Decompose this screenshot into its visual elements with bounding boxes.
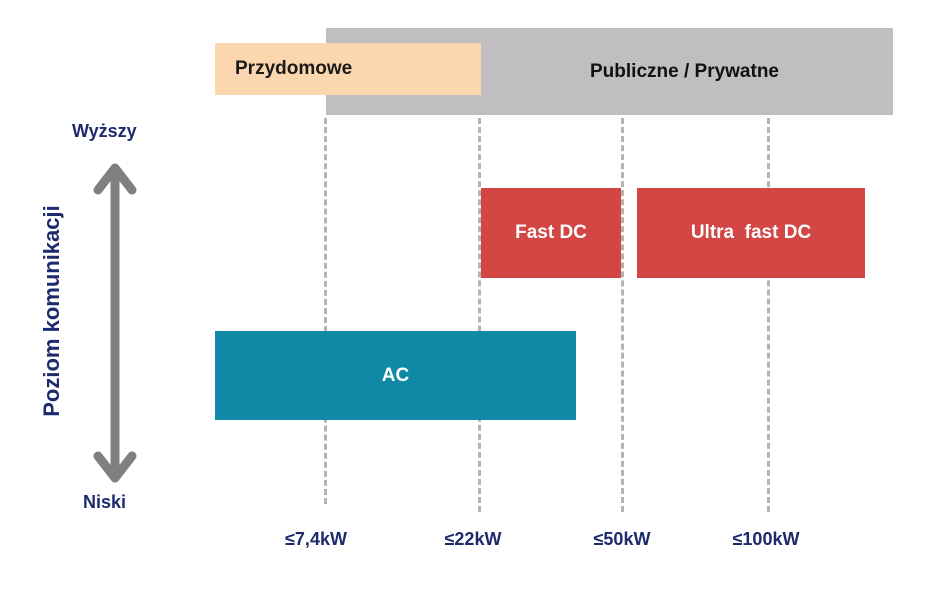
level-high-label: Wyższy — [72, 121, 137, 141]
ultra-fast-dc-label: Ultra fast DC — [690, 222, 812, 243]
ultra-fast-dc-block: Ultra fast DC — [637, 188, 865, 278]
home-band: Przydomowe — [215, 43, 481, 95]
power-level-4: ≤100kW — [732, 529, 800, 549]
power-level-1: ≤7,4kW — [285, 529, 347, 549]
home-label: Przydomowe — [235, 58, 353, 79]
fast-dc-block: Fast DC — [481, 188, 621, 278]
divider-line-22kw — [478, 118, 481, 512]
divider-line-50kw — [621, 118, 624, 512]
public-private-label: Publiczne / Prywatne — [590, 60, 779, 82]
divider-line-7kw — [324, 118, 327, 504]
axis-label: Poziom komunikacji — [39, 205, 64, 417]
divider-line-100kw — [767, 118, 770, 512]
double-arrow-icon — [93, 163, 137, 483]
ac-block: AC — [215, 331, 576, 420]
fast-dc-label: Fast DC — [515, 222, 587, 243]
level-low-label: Niski — [83, 492, 127, 512]
ac-label: AC — [381, 364, 410, 386]
power-level-3: ≤50kW — [593, 529, 651, 549]
power-level-2: ≤22kW — [444, 529, 502, 549]
